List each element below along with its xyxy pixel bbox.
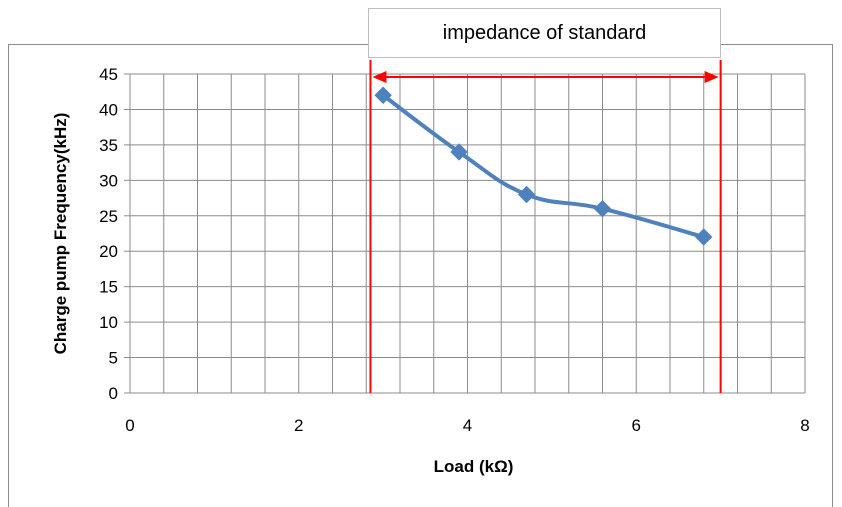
x-tick-label: 0 [125,416,134,435]
y-tick-label: 15 [99,278,118,297]
y-tick-label: 20 [99,242,118,261]
data-point-marker [374,86,392,104]
x-tick-label: 2 [294,416,303,435]
data-point-marker [517,185,536,204]
data-point-marker [593,199,612,218]
y-tick-label: 5 [109,349,118,368]
y-tick-label: 30 [99,171,118,190]
y-tick-label: 25 [99,207,118,226]
y-tick-label: 45 [99,65,118,84]
axes [124,73,805,394]
y-axis-title: Charge pump Frequency(kHz) [51,113,70,355]
range-annotation [369,60,722,393]
data-point-marker [695,228,713,246]
grid-lines [130,73,806,393]
x-axis-title: Load (kΩ) [434,457,514,476]
x-tick-label: 6 [632,416,641,435]
y-tick-label: 40 [99,100,118,119]
tick-labels: 0 5 10 15 20 25 30 35 40 45 0 2 4 6 8 [99,65,810,435]
x-tick-label: 4 [463,416,472,435]
y-tick-label: 0 [109,384,118,403]
data-point-marker [450,143,468,161]
y-tick-label: 35 [99,136,118,155]
annotation-label-box: impedance of standard [368,8,721,58]
range-arrow-left-head [372,71,387,83]
annotation-label: impedance of standard [442,21,647,44]
range-arrow-right-head [704,71,719,83]
data-series [374,86,713,246]
x-tick-label: 8 [800,416,809,435]
chart-frame [8,44,833,507]
y-tick-label: 10 [99,313,118,332]
